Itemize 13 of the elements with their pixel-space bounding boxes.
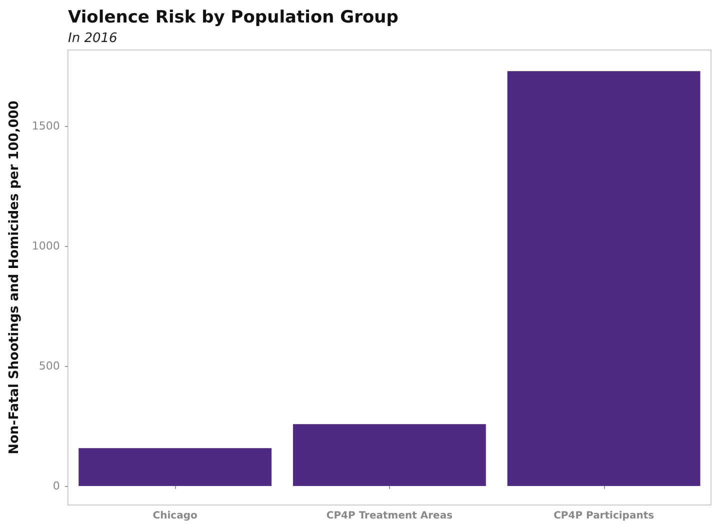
- bar: [507, 71, 700, 486]
- bar: [292, 424, 486, 486]
- y-tick-label: 1500: [32, 120, 60, 133]
- y-tick-label: 1000: [32, 240, 60, 253]
- y-tick-label: 500: [38, 360, 60, 373]
- x-tick-label: CP4P Treatment Areas: [326, 510, 453, 522]
- chart-title: Violence Risk by Population Group: [68, 8, 398, 28]
- x-tick-label: Chicago: [152, 510, 198, 522]
- y-tick-label: 0: [52, 480, 60, 493]
- chart-subtitle: In 2016: [68, 31, 118, 46]
- bar: [78, 448, 272, 486]
- y-axis-title: Non-Fatal Shootings and Homicides per 100,000: [7, 100, 22, 454]
- x-tick-label: CP4P Participants: [554, 510, 654, 522]
